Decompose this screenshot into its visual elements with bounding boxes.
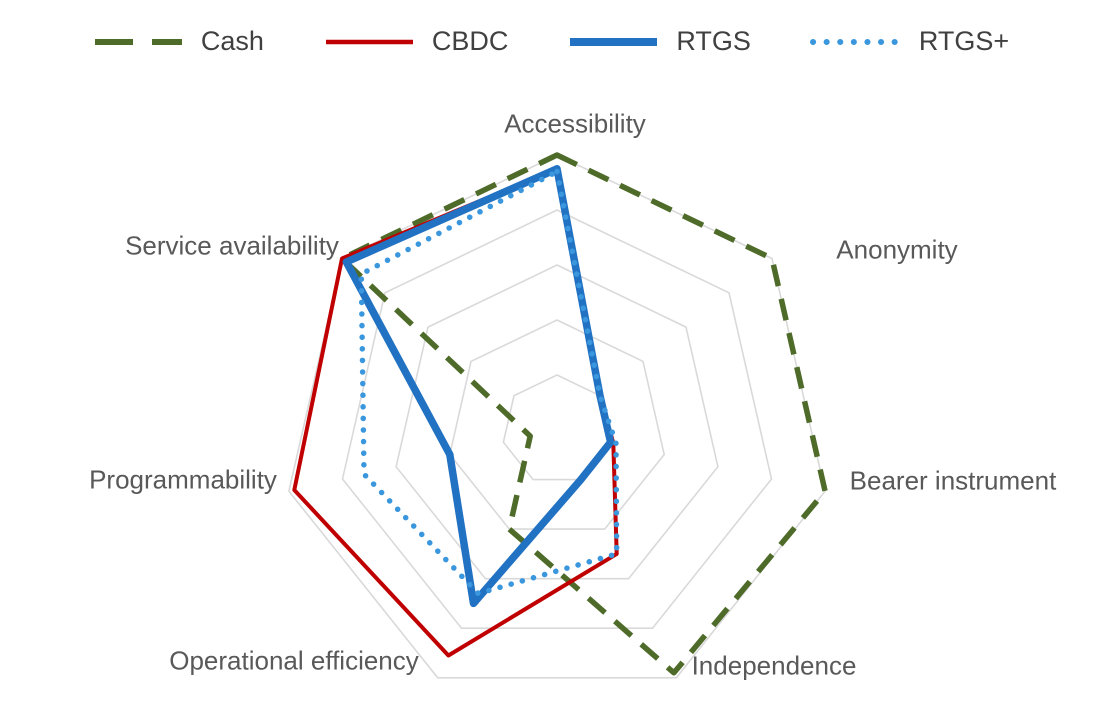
legend-item-rtgs: RTGS <box>566 26 751 57</box>
chart-legend: Cash CBDC RTGS RTGS+ <box>0 26 1100 57</box>
legend-swatch-cbdc <box>325 39 413 44</box>
legend-swatch-cash <box>94 38 182 45</box>
series-rtgs-polygon <box>342 165 615 608</box>
axis-label-service-availability: Service availability <box>125 230 339 261</box>
axis-label-accessibility: Accessibility <box>504 108 646 139</box>
legend-item-cash: Cash <box>91 26 264 57</box>
legend-label-cbdc: CBDC <box>431 26 509 56</box>
series-cash-polygon <box>339 152 828 676</box>
grid-ring-5 <box>288 154 826 679</box>
grid-ring-3 <box>395 264 719 580</box>
legend-label-cash: Cash <box>200 26 264 56</box>
axis-label-programmability: Programmability <box>89 464 277 495</box>
axis-label-anonymity: Anonymity <box>836 234 958 265</box>
axis-label-independence: Independence <box>691 650 857 681</box>
legend-swatch-rtgs <box>570 37 658 46</box>
legend-label-rtgs: RTGS <box>676 26 751 56</box>
grid-ring-2 <box>448 319 666 530</box>
legend-item-rtgs: RTGS+ <box>809 26 1009 57</box>
legend-item-cbdc: CBDC <box>322 26 509 57</box>
axis-label-operational-efficiency: Operational efficiency <box>169 645 419 676</box>
legend-swatch-rtgs <box>809 38 903 45</box>
legend-label-rtgs: RTGS+ <box>918 26 1010 56</box>
axis-label-bearer-instrument: Bearer instrument <box>849 465 1057 496</box>
